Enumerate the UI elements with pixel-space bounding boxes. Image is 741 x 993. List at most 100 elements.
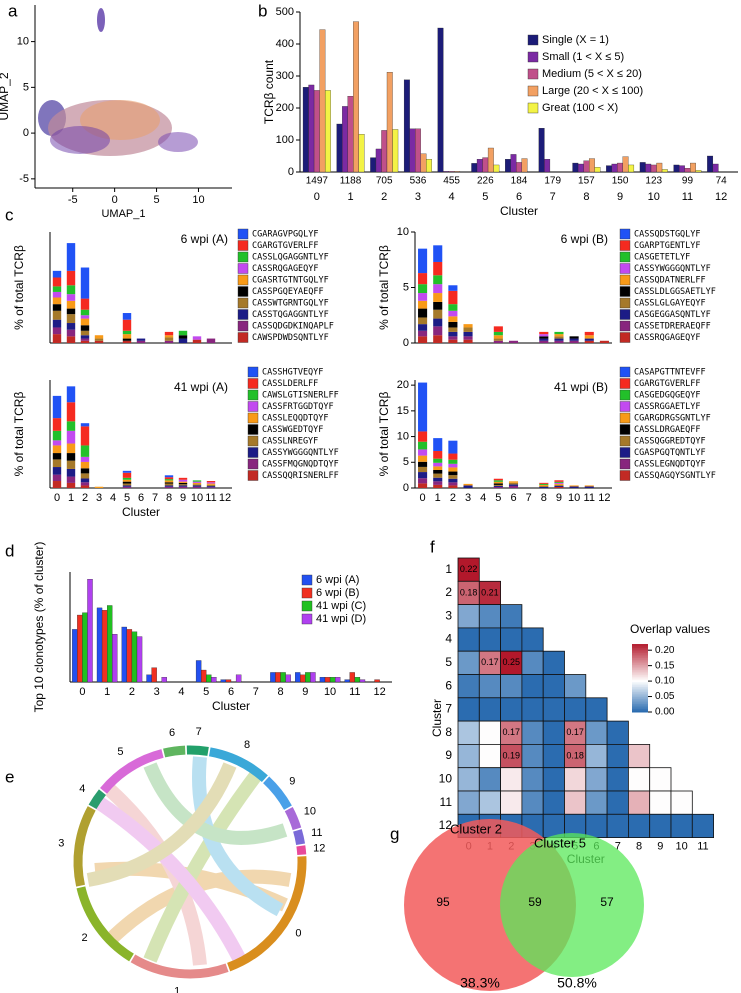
region-count: 95 xyxy=(436,895,450,909)
colorbar-step xyxy=(632,696,648,699)
x-tick-label: 6 xyxy=(138,492,144,504)
y-tick-label: 15 xyxy=(397,405,409,417)
heat-cell xyxy=(670,790,693,815)
heat-cell xyxy=(500,767,523,792)
bar-segment xyxy=(80,335,90,339)
colorbar-step xyxy=(632,652,648,655)
bar xyxy=(572,162,579,173)
bar-segment xyxy=(448,290,458,305)
colorbar-step xyxy=(632,654,648,657)
heat-cell xyxy=(457,650,480,675)
colorbar-label: 0.20 xyxy=(655,645,675,656)
ribbon xyxy=(91,794,247,964)
legend-label: CASSFMQGNQDTQYF xyxy=(262,460,339,470)
bar-segment xyxy=(433,470,443,474)
legend-label: CASSWTGRNTGQLYF xyxy=(252,299,329,309)
bar-segment xyxy=(66,270,76,286)
bar xyxy=(295,672,301,683)
colorbar-step xyxy=(632,664,648,667)
bar xyxy=(349,672,355,683)
bar-segment xyxy=(178,479,188,482)
colorbar-step xyxy=(632,701,648,704)
x-tick-label: 6 xyxy=(228,686,234,698)
legend-label: CASSQAGQYSGNTLYF xyxy=(634,471,716,481)
legend-swatch xyxy=(301,587,313,599)
bar xyxy=(443,171,450,173)
heat-cell xyxy=(500,604,523,629)
x-tick-label: 4 xyxy=(449,191,455,203)
bar xyxy=(645,163,652,173)
legend-swatch xyxy=(237,251,249,263)
legend-swatch xyxy=(237,332,249,343)
bar-segment xyxy=(433,450,443,459)
heat-cell xyxy=(500,790,523,815)
bar-segment xyxy=(539,336,549,339)
heat-cell xyxy=(542,650,565,675)
heat-cell xyxy=(542,674,565,699)
legend-label: 41 wpi (C) xyxy=(316,600,366,612)
bar-segment xyxy=(418,300,428,309)
x-tick-label: 10 xyxy=(324,686,336,698)
legend-swatch xyxy=(237,263,249,274)
bar-segment xyxy=(418,308,428,318)
col-label: 9 xyxy=(657,841,663,853)
heat-cell xyxy=(478,767,501,792)
x-tick-label: 7 xyxy=(253,686,259,698)
bar xyxy=(96,607,103,683)
segment-label: 11 xyxy=(311,827,322,839)
bar-segment xyxy=(52,395,62,419)
segment-label: 3 xyxy=(58,837,64,849)
bar-segment xyxy=(136,338,146,341)
bar xyxy=(437,27,444,173)
bar xyxy=(101,610,108,683)
bar-segment xyxy=(164,486,174,488)
colorbar-step xyxy=(632,686,648,689)
bar-segment xyxy=(122,319,132,331)
bar-segment xyxy=(178,482,188,485)
bar xyxy=(285,674,291,683)
legend-swatch xyxy=(237,228,249,240)
legend-label: CAWSPDWDSQNTLYF xyxy=(252,333,329,343)
bar xyxy=(121,626,127,683)
x-axis-label: UMAP_1 xyxy=(101,208,145,220)
bar-segment xyxy=(122,486,132,488)
bar-segment xyxy=(539,484,549,486)
legend-label: CGASPGQTQNTLYF xyxy=(634,448,706,458)
bar-segment xyxy=(448,485,458,488)
bar-segment xyxy=(554,481,564,483)
bar-segment xyxy=(584,486,594,488)
legend-swatch xyxy=(619,263,631,274)
bar-segment xyxy=(52,430,62,441)
bar-segment xyxy=(493,481,503,484)
bar-segment xyxy=(418,483,428,488)
ribbon xyxy=(105,869,292,946)
bar-segment xyxy=(418,273,428,285)
bar-segment xyxy=(66,386,76,403)
x-tick-label: 5 xyxy=(203,686,209,698)
count-label: 150 xyxy=(612,176,629,187)
legend-label: CASGEDGQGEQYF xyxy=(634,391,701,401)
colorbar-step xyxy=(632,705,648,708)
bar-segment xyxy=(433,284,443,294)
row-label: 12 xyxy=(439,818,453,832)
bar-segment xyxy=(178,486,188,488)
bar-segment xyxy=(178,484,188,486)
cell-label: 0.18 xyxy=(460,587,478,597)
bar xyxy=(516,162,522,173)
bar xyxy=(220,679,227,683)
legend-swatch xyxy=(247,470,259,481)
y-tick-label: 200 xyxy=(276,102,294,114)
bar-segment xyxy=(418,449,428,456)
x-tick-label: 8 xyxy=(277,686,283,698)
legend-swatch xyxy=(237,320,249,332)
bar-segment xyxy=(66,308,76,315)
legend-label: CASSRQGAGEQYF xyxy=(634,333,701,343)
set-label: Cluster 5 xyxy=(534,835,586,850)
y-axis-label: % of total TCRβ xyxy=(12,245,26,330)
heat-cell xyxy=(585,767,608,792)
bar-segment xyxy=(433,481,443,485)
chord-segment xyxy=(88,789,107,810)
bar xyxy=(77,614,83,683)
legend-label: CASSFRTGGDTQYF xyxy=(262,402,334,412)
chord-segment xyxy=(186,745,209,756)
